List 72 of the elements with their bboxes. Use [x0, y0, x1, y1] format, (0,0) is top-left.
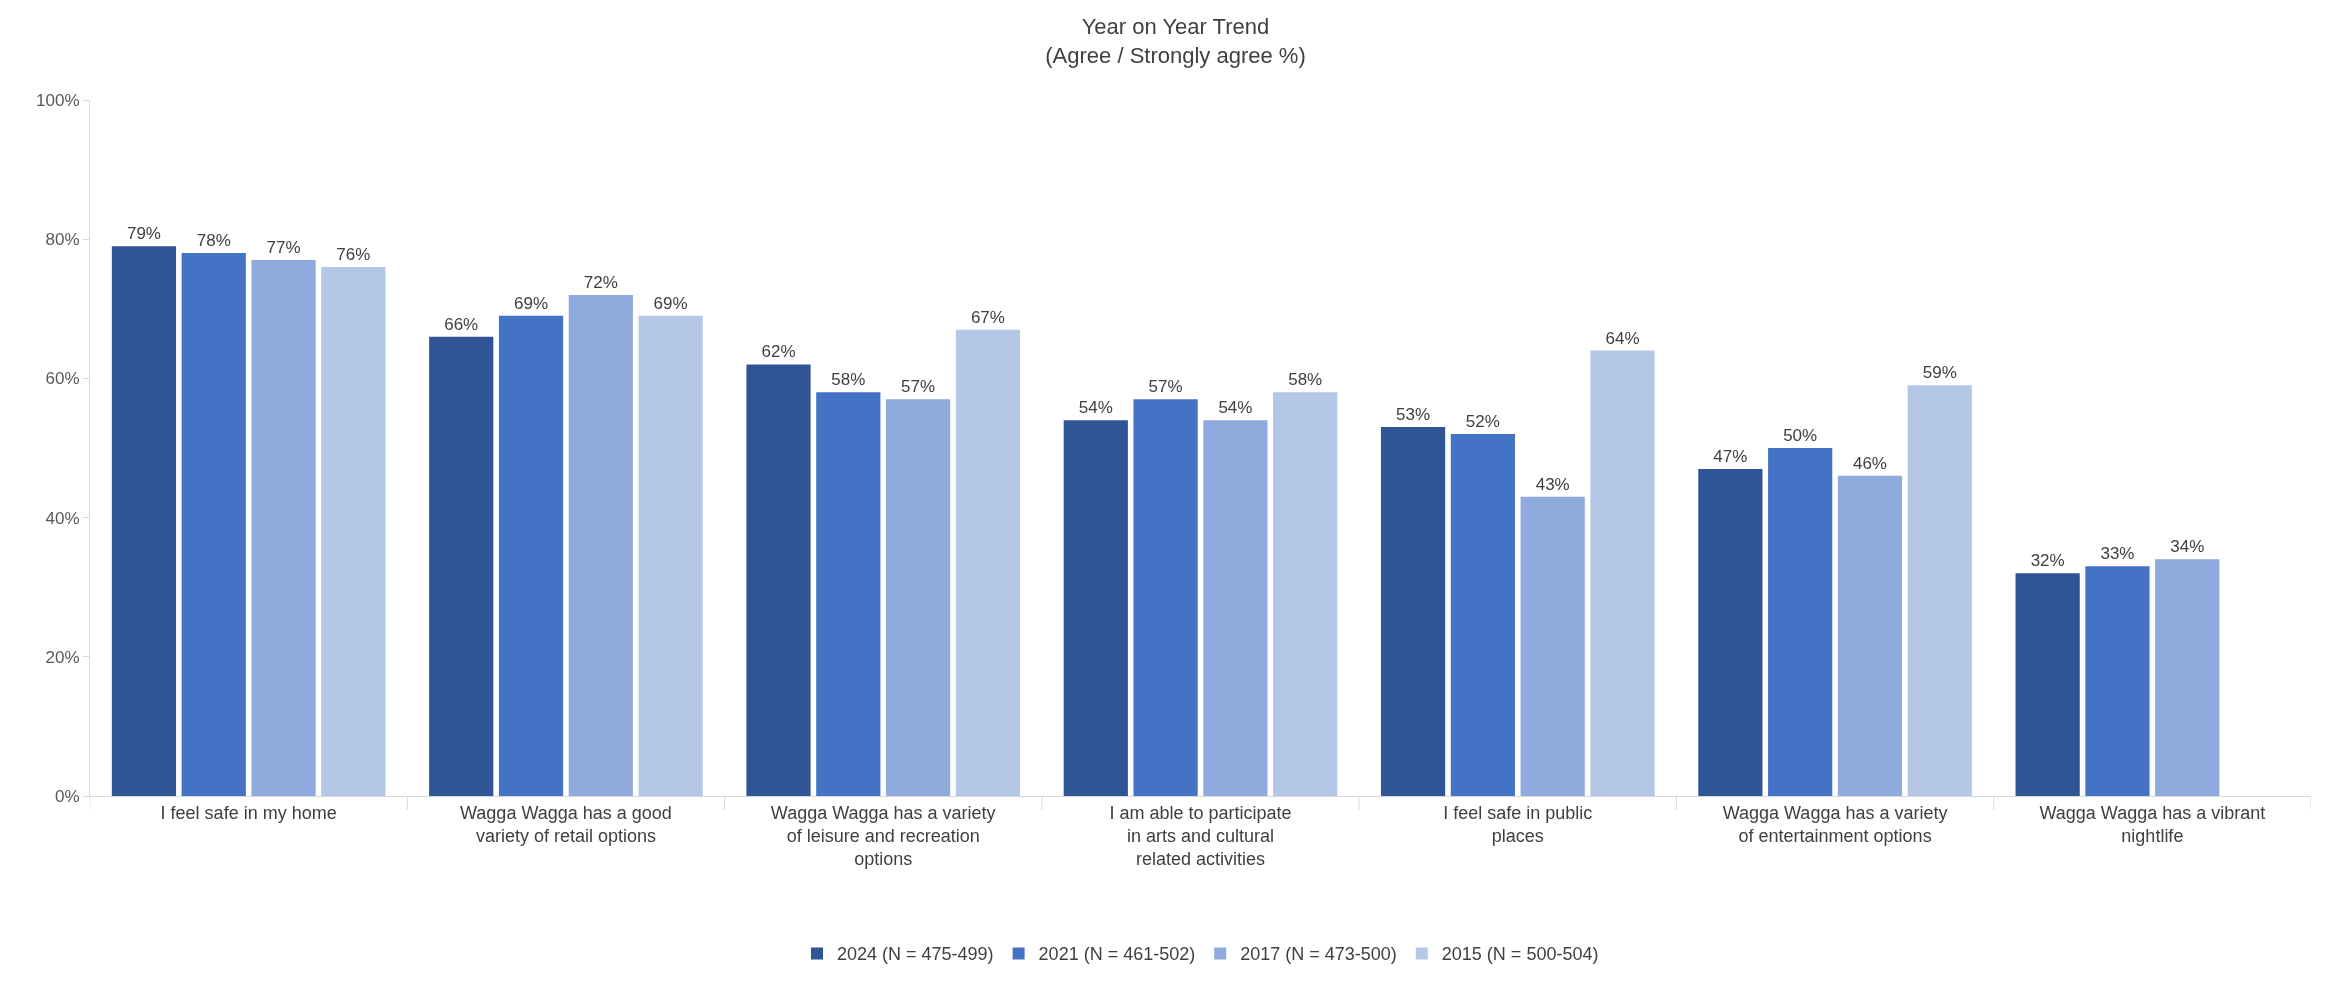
- data-label: 46%: [1852, 453, 1887, 473]
- bar: [2155, 559, 2220, 796]
- data-label: 69%: [514, 293, 549, 313]
- y-tick-label: 40%: [45, 508, 80, 528]
- data-label: 64%: [1605, 328, 1640, 348]
- data-label: 59%: [1922, 363, 1957, 383]
- bar: [1203, 420, 1268, 796]
- x-tick-label: I am able to participate in arts and cultural related activities: [1109, 802, 1292, 870]
- bar: [1063, 420, 1128, 796]
- data-label: 57%: [901, 377, 936, 397]
- data-label: 34%: [2170, 537, 2205, 557]
- bar: [816, 392, 881, 796]
- bar: [1450, 434, 1515, 796]
- bar: [1520, 496, 1585, 796]
- data-label: 69%: [653, 293, 688, 313]
- legend-label: 2024 (N = 475-499): [837, 944, 994, 965]
- y-tick-label: 80%: [45, 230, 80, 250]
- bar: [2085, 566, 2150, 796]
- bar: [1768, 448, 1833, 796]
- data-label: 57%: [1148, 377, 1183, 397]
- bar: [1837, 475, 1903, 796]
- legend-label: 2015 (N = 500-504): [1441, 944, 1599, 965]
- bar: [181, 253, 246, 796]
- data-label: 77%: [266, 238, 301, 258]
- data-label: 78%: [196, 231, 231, 251]
- data-label: 76%: [336, 245, 371, 265]
- bar: [321, 267, 386, 796]
- data-label: 79%: [126, 224, 161, 244]
- bar: [429, 336, 494, 796]
- x-tick-label: Wagga Wagga has a variety of entertainment options: [1722, 802, 1948, 846]
- data-label: 53%: [1396, 405, 1431, 425]
- data-label: 52%: [1465, 412, 1500, 432]
- data-label: 62%: [761, 342, 796, 362]
- bar: [1907, 385, 1972, 796]
- bar: [498, 315, 564, 796]
- bar: [1698, 468, 1763, 796]
- bar: [746, 364, 811, 796]
- data-label: 47%: [1713, 446, 1748, 466]
- bar: [638, 315, 703, 796]
- data-label: 33%: [2100, 544, 2135, 564]
- legend-label: 2021 (N = 461-502): [1038, 944, 1196, 965]
- y-tick-label: 0%: [55, 786, 80, 806]
- legend-label: 2017 (N = 473-500): [1240, 944, 1397, 965]
- data-label: 50%: [1783, 426, 1818, 445]
- bar: [1590, 350, 1655, 796]
- x-tick-label: Wagga Wagga has a variety of leisure and recreation options: [770, 802, 996, 870]
- data-label: 58%: [831, 370, 866, 390]
- x-tick-label: Wagga Wagga has a vibrant nightlife: [2039, 802, 2266, 846]
- bar: [251, 260, 316, 796]
- data-label: 54%: [1218, 398, 1253, 418]
- data-label: 54%: [1078, 398, 1113, 418]
- bar: [955, 329, 1021, 796]
- y-tick-label: 60%: [45, 369, 80, 389]
- data-label: 58%: [1288, 370, 1323, 390]
- bar: [111, 246, 177, 796]
- data-label: 67%: [970, 307, 1005, 327]
- data-label: 43%: [1535, 474, 1570, 494]
- x-tick-label: Wagga Wagga has a good variety of retail options: [460, 802, 672, 846]
- data-label: 32%: [2030, 551, 2065, 571]
- bar: [568, 294, 633, 796]
- bar: [1380, 427, 1446, 796]
- bar: [2015, 573, 2080, 796]
- bar: [1133, 399, 1198, 796]
- bar: [886, 399, 951, 796]
- data-label: 72%: [583, 272, 618, 292]
- data-label: 66%: [444, 314, 479, 334]
- bar: [1273, 392, 1338, 796]
- y-tick-label: 100%: [36, 90, 80, 110]
- x-tick-label: I feel safe in my home: [160, 802, 337, 823]
- y-tick-label: 20%: [45, 647, 80, 667]
- x-tick-label: I feel safe in public places: [1443, 802, 1593, 846]
- chart-title: Year on Year Trend (Agree / Strongly agree %): [1045, 14, 1306, 69]
